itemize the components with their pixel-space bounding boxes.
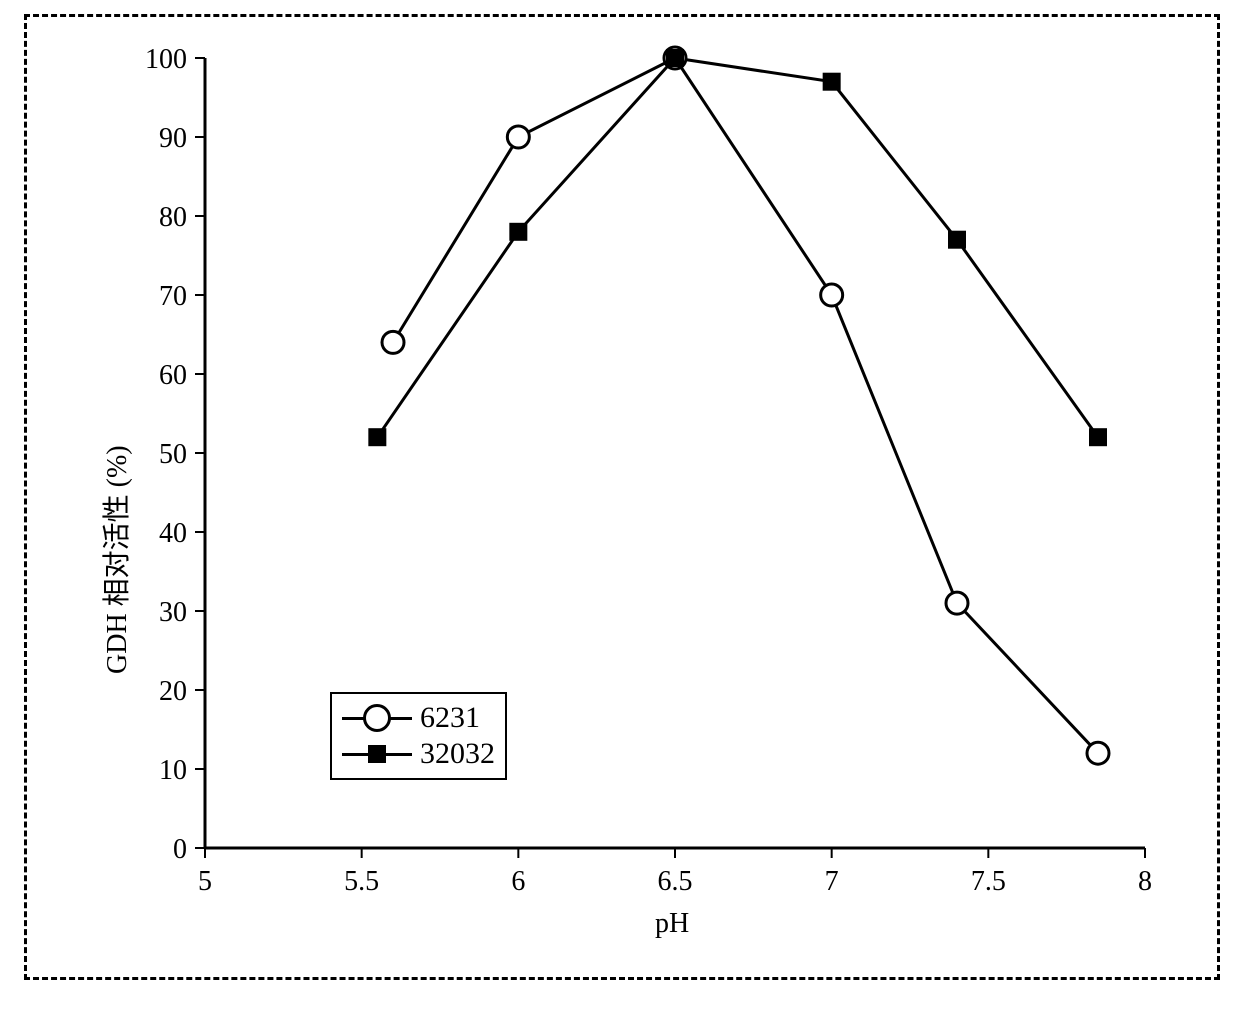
marker-filled-square	[509, 223, 527, 241]
x-tick-label: 7	[825, 866, 839, 897]
marker-open-circle	[821, 284, 843, 306]
marker-filled-square	[666, 49, 684, 67]
legend-label: 6231	[420, 701, 480, 735]
legend: 623132032	[330, 692, 507, 780]
marker-open-circle	[1087, 742, 1109, 764]
x-tick-label: 6.5	[658, 866, 693, 897]
filled-square-icon	[368, 745, 386, 763]
y-tick-label: 90	[159, 123, 187, 154]
y-tick-label: 0	[173, 834, 187, 865]
y-tick-label: 60	[159, 360, 187, 391]
y-tick-label: 40	[159, 518, 187, 549]
legend-row: 32032	[342, 736, 495, 772]
chart-svg: 0 10 20 30 40 50 60 70 80 90 100 5 5.5 6 6.5 7 7.5 8	[0, 0, 1240, 1011]
marker-filled-square	[368, 428, 386, 446]
marker-open-circle	[507, 126, 529, 148]
y-tick-label: 70	[159, 281, 187, 312]
y-tick-label: 10	[159, 755, 187, 786]
x-tick-label: 5	[198, 866, 212, 897]
legend-label: 32032	[420, 737, 495, 771]
open-circle-icon	[363, 704, 391, 732]
x-tick-label: 6	[511, 866, 525, 897]
y-tick-label: 30	[159, 597, 187, 628]
marker-filled-square	[1089, 428, 1107, 446]
chart-container: GDH 相对活性 (%) pH 010203040506070809010055…	[0, 0, 1240, 1011]
y-tick-label: 50	[159, 439, 187, 470]
legend-line	[342, 717, 412, 720]
y-tick-label: 20	[159, 676, 187, 707]
x-tick-label: 7.5	[971, 866, 1006, 897]
series-line-6231	[393, 58, 1098, 753]
series-line-32032	[377, 58, 1098, 437]
legend-line	[342, 753, 412, 756]
y-tick-label: 80	[159, 202, 187, 233]
marker-open-circle	[946, 592, 968, 614]
legend-row: 6231	[342, 700, 495, 736]
marker-filled-square	[823, 73, 841, 91]
y-tick-label: 100	[145, 44, 187, 75]
x-tick-label: 5.5	[344, 866, 379, 897]
marker-filled-square	[948, 231, 966, 249]
x-tick-label: 8	[1138, 866, 1152, 897]
marker-open-circle	[382, 331, 404, 353]
